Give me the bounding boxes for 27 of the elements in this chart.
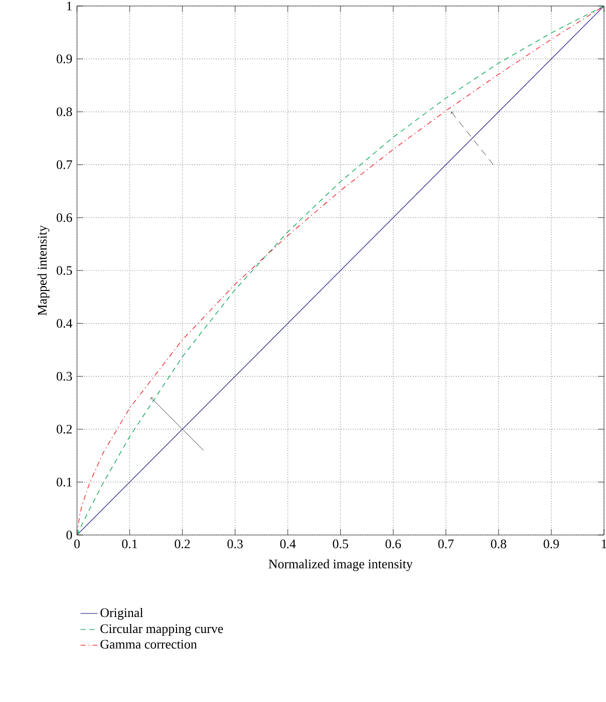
x-tick-label: 0.6 — [386, 540, 401, 548]
x-tick-label: 1 — [602, 540, 606, 548]
y-tick-label: 0.6 — [56, 213, 72, 222]
y-tick-label: 0.4 — [56, 318, 72, 328]
x-tick-label: 0.3 — [227, 540, 243, 548]
x-tick-label: 0.5 — [332, 540, 348, 548]
y-tick-label: 1 — [67, 2, 72, 10]
x-tick-label: 0.7 — [438, 540, 454, 548]
y-tick-label: 0.2 — [56, 424, 72, 434]
legend-label: Circular mapping curve — [100, 624, 223, 636]
x-tick-label: 0 — [74, 540, 80, 548]
y-tick-label: 0.1 — [56, 478, 72, 487]
x-tick-label: 0.1 — [122, 540, 138, 548]
legend-label: Gamma correction — [100, 640, 197, 649]
y-tick-label: 0 — [66, 530, 72, 540]
y-tick-label: 0.3 — [56, 372, 72, 381]
y-axis-title: Mapped intensity — [38, 225, 50, 316]
y-tick-label: 0.8 — [56, 107, 72, 116]
y-tick-label: 0.5 — [56, 266, 72, 275]
x-tick-label: 0.9 — [544, 540, 559, 548]
x-axis-title: Normalized image intensity — [268, 559, 413, 572]
x-tick-label: 0.2 — [174, 540, 190, 548]
x-tick-label: 0.4 — [280, 540, 296, 548]
y-tick-label: 0.9 — [56, 54, 72, 64]
x-tick-label: 0.8 — [490, 540, 506, 548]
legend-label: Original — [100, 608, 144, 620]
y-tick-label: 0.7 — [56, 160, 72, 170]
